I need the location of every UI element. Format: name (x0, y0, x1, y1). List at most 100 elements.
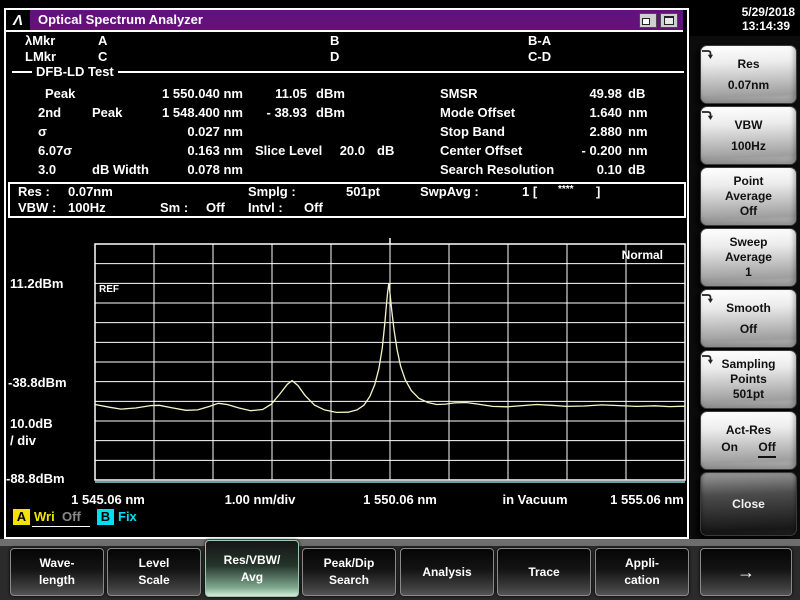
peak-label: Peak (45, 86, 75, 101)
x-axis-per-div-label: 1.00 nm/div (225, 492, 296, 507)
marker-d: D (330, 49, 339, 64)
x-axis-medium-label: in Vacuum (502, 492, 567, 507)
status-intvl-value: Off (304, 200, 323, 215)
menu-peak-dip-search-button[interactable]: Peak/Dip Search (302, 548, 396, 596)
softkey-label: VBW (701, 118, 796, 133)
softkey-value: 501pt (701, 387, 796, 402)
softkey-label: Res (701, 57, 796, 72)
peak2-wavelength: 1 548.400 nm (120, 105, 243, 120)
sigma-value: 0.027 nm (120, 124, 243, 139)
softkey-label2: Average (701, 189, 796, 204)
menu-res-vbw-avg-button[interactable]: Res/VBW/ Avg (205, 540, 299, 597)
slice-level-value: 20.0 (305, 143, 365, 158)
search-res-value: 0.10 (538, 162, 622, 177)
softkey-label: Sampling (701, 357, 796, 372)
softkey-act-res-button[interactable]: Act-Res On Off (700, 411, 797, 470)
softkey-value: 100Hz (701, 139, 796, 154)
softkey-label2: Points (701, 372, 796, 387)
y-axis-scale-label: 10.0dB (10, 416, 53, 431)
peak2-label2: Peak (92, 105, 122, 120)
slice-level-unit: dB (377, 143, 394, 158)
marker-b: B (330, 33, 339, 48)
mode-offset-label: Mode Offset (440, 105, 515, 120)
x-axis-start-label: 1 545.06 nm (71, 492, 145, 507)
clock-date: 5/29/2018 (700, 5, 795, 19)
menu-label2: length (11, 572, 103, 589)
softkey-sampling-points-button[interactable]: Sampling Points 501pt (700, 350, 797, 409)
y-axis-mid-label: -38.8dBm (8, 375, 67, 390)
status-vbw-label: VBW : (18, 200, 56, 215)
stop-band-unit: nm (628, 124, 648, 139)
softkey-smooth-button[interactable]: Smooth Off (700, 289, 797, 348)
marker-c: C (98, 49, 107, 64)
maximize-icon (664, 16, 674, 25)
trace-a-underline (32, 526, 90, 527)
peak2-level-unit: dBm (316, 105, 345, 120)
sigma6-value: 0.163 nm (120, 143, 243, 158)
menu-more-button[interactable]: → (700, 548, 792, 596)
y-axis-bottom-label: -88.8dBm (6, 471, 65, 486)
softkey-value: Off (701, 204, 796, 219)
menu-application-button[interactable]: Appli- cation (595, 548, 689, 596)
center-offset-label: Center Offset (440, 143, 522, 158)
right-arrow-icon: → (701, 550, 791, 594)
menu-analysis-button[interactable]: Analysis (400, 548, 494, 596)
ref-line-label: REF (99, 284, 119, 295)
osa-screen: 5/29/2018 13:14:39 Λ Optical Spectrum An… (0, 0, 800, 600)
stop-band-value: 2.880 (538, 124, 622, 139)
trace-b-mode: Fix (118, 509, 137, 524)
softkey-value: Off (701, 322, 796, 337)
act-res-on-option[interactable]: On (721, 440, 738, 458)
smsr-label: SMSR (440, 86, 478, 101)
marker-lambda-label: λMkr (25, 33, 55, 48)
window-restore-button[interactable] (639, 13, 657, 28)
sigma6-label: 6.07σ (38, 143, 72, 158)
width3db-value: 0.078 nm (120, 162, 243, 177)
x-axis-center-label: 1 550.06 nm (363, 492, 437, 507)
window-maximize-button[interactable] (660, 13, 678, 28)
menu-trace-button[interactable]: Trace (497, 548, 591, 596)
marker-a: A (98, 33, 107, 48)
menu-label: Peak/Dip (303, 555, 395, 572)
peak2-label1: 2nd (38, 105, 61, 120)
window-buttons (639, 10, 683, 30)
status-swpavg-close: ] (596, 184, 600, 199)
softkey-label: Close (701, 497, 796, 512)
status-intvl-label: Intvl : (248, 200, 283, 215)
marker-ba: B-A (528, 33, 551, 48)
menu-wavelength-button[interactable]: Wave- length (10, 548, 104, 596)
menu-label: Level (108, 555, 200, 572)
softkey-label2: Average (701, 250, 796, 265)
status-swpavg-stars: **** (558, 184, 574, 195)
sigma-label: σ (38, 124, 47, 139)
x-axis-stop-label: 1 555.06 nm (610, 492, 684, 507)
peak-wavelength: 1 550.040 nm (120, 86, 243, 101)
trace-mode-label: Normal (563, 248, 663, 262)
y-axis-ref-label: 11.2dBm (10, 276, 63, 291)
softkey-close-button[interactable]: Close (700, 472, 797, 536)
softkey-point-average-button[interactable]: Point Average Off (700, 167, 797, 226)
peak-level: 11.05 (245, 86, 307, 101)
menu-label2: cation (596, 572, 688, 589)
menu-label: Wave- (11, 555, 103, 572)
status-swpavg-label: SwpAvg : (420, 184, 479, 199)
menu-label2: Avg (206, 569, 298, 586)
trace-a-mode: Wri (34, 509, 55, 524)
status-sm-label: Sm : (160, 200, 188, 215)
menu-label2: Scale (108, 572, 200, 589)
softkey-res-button[interactable]: Res 0.07nm (700, 45, 797, 104)
status-smplg-label: Smplg : (248, 184, 296, 199)
peak-level-unit: dBm (316, 86, 345, 101)
status-vbw-value: 100Hz (68, 200, 106, 215)
softkey-label: Smooth (701, 301, 796, 316)
status-res-label: Res : (18, 184, 50, 199)
act-res-off-option[interactable]: Off (758, 440, 775, 458)
status-sm-value: Off (206, 200, 225, 215)
menu-level-scale-button[interactable]: Level Scale (107, 548, 201, 596)
softkey-vbw-button[interactable]: VBW 100Hz (700, 106, 797, 165)
status-res-value: 0.07nm (68, 184, 113, 199)
width3db-label1: 3.0 (38, 162, 56, 177)
analysis-section-title: DFB-LD Test (32, 64, 118, 79)
menu-label2: Search (303, 572, 395, 589)
softkey-sweep-average-button[interactable]: Sweep Average 1 (700, 228, 797, 287)
